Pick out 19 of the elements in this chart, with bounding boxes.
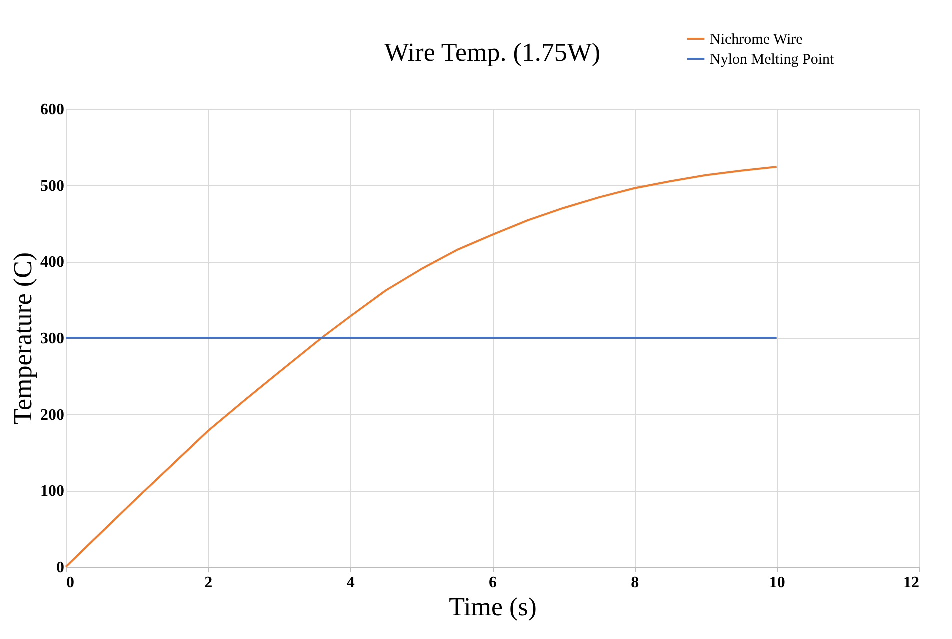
x-tick-label: 6	[489, 574, 497, 592]
x-tick-label: 10	[769, 574, 786, 592]
x-axis-title: Time (s)	[449, 592, 537, 622]
x-tick-label: 12	[904, 574, 920, 592]
legend-label: Nichrome Wire	[710, 32, 804, 48]
x-tick-label: 8	[631, 574, 640, 592]
y-tick-label: 500	[40, 178, 64, 195]
y-tick-label: 0	[56, 560, 64, 576]
x-tick-label: 2	[204, 574, 213, 592]
y-tick-label: 400	[40, 254, 64, 272]
x-tick-label: 4	[346, 574, 355, 592]
y-axis-title: Temperature (C)	[8, 252, 38, 425]
y-tick-label: 200	[40, 406, 64, 424]
line-series	[65, 166, 778, 568]
chart-title: Wire Temp. (1.75W)	[384, 38, 601, 67]
legend-label: Nylon Melting Point	[710, 52, 836, 68]
y-tick-label: 300	[40, 330, 64, 348]
y-tick-label: 100	[40, 483, 64, 500]
y-tick-label: 600	[40, 102, 64, 118]
